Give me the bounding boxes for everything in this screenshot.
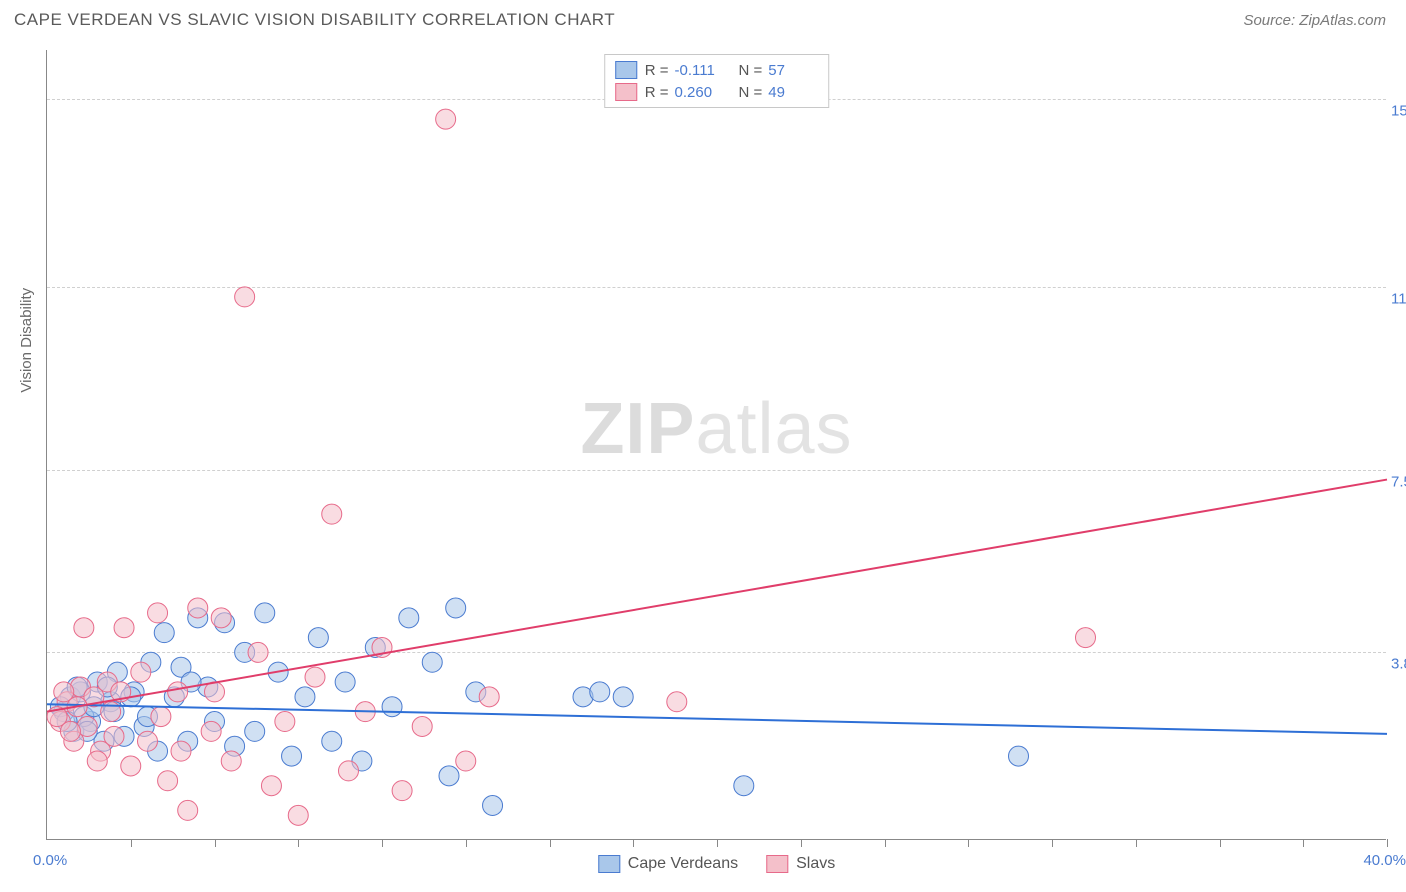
data-point — [288, 805, 308, 825]
data-point — [158, 771, 178, 791]
data-point — [138, 731, 158, 751]
data-point — [322, 731, 342, 751]
data-point — [221, 751, 241, 771]
y-tick-label: 3.8% — [1391, 656, 1406, 673]
legend-swatch — [598, 855, 620, 873]
x-axis-max-label: 40.0% — [1363, 852, 1406, 869]
x-tick — [550, 839, 551, 847]
x-tick — [801, 839, 802, 847]
data-point — [479, 687, 499, 707]
data-point — [87, 751, 107, 771]
chart-plot-area: ZIPatlas 3.8%7.5%11.2%15.0% R = -0.111 N… — [46, 50, 1386, 840]
data-point — [261, 776, 281, 796]
correlation-legend: R = -0.111 N = 57 R = 0.260 N = 49 — [604, 54, 830, 108]
x-tick — [1303, 839, 1304, 847]
data-point — [392, 781, 412, 801]
data-point — [412, 716, 432, 736]
data-point — [295, 687, 315, 707]
legend-swatch — [615, 83, 637, 101]
data-point — [308, 628, 328, 648]
data-point — [245, 721, 265, 741]
scatter-svg — [47, 50, 1386, 839]
data-point — [446, 598, 466, 618]
data-point — [335, 672, 355, 692]
data-point — [305, 667, 325, 687]
data-point — [456, 751, 476, 771]
legend-swatch — [615, 61, 637, 79]
x-tick — [215, 839, 216, 847]
x-tick — [298, 839, 299, 847]
data-point — [148, 603, 168, 623]
data-point — [282, 746, 302, 766]
data-point — [339, 761, 359, 781]
data-point — [154, 623, 174, 643]
x-tick — [717, 839, 718, 847]
data-point — [168, 682, 188, 702]
data-point — [382, 697, 402, 717]
x-tick — [131, 839, 132, 847]
legend-item: Cape Verdeans — [598, 855, 738, 873]
legend-label: Slavs — [796, 855, 835, 873]
x-tick — [633, 839, 634, 847]
chart-title: CAPE VERDEAN VS SLAVIC VISION DISABILITY… — [14, 10, 615, 30]
data-point — [131, 662, 151, 682]
data-point — [151, 707, 171, 727]
data-point — [255, 603, 275, 623]
data-point — [104, 726, 124, 746]
data-point — [590, 682, 610, 702]
data-point — [1009, 746, 1029, 766]
x-tick — [382, 839, 383, 847]
data-point — [235, 287, 255, 307]
data-point — [60, 721, 80, 741]
legend-label: Cape Verdeans — [628, 855, 738, 873]
data-point — [178, 800, 198, 820]
data-point — [201, 721, 221, 741]
x-tick — [466, 839, 467, 847]
data-point — [439, 766, 459, 786]
y-tick-label: 7.5% — [1391, 473, 1406, 490]
trend-line — [47, 480, 1387, 712]
data-point — [275, 712, 295, 732]
y-tick-label: 15.0% — [1391, 103, 1406, 120]
data-point — [114, 618, 134, 638]
data-point — [121, 756, 141, 776]
x-tick — [968, 839, 969, 847]
data-point — [483, 795, 503, 815]
legend-row: R = -0.111 N = 57 — [615, 59, 819, 81]
data-point — [188, 598, 208, 618]
data-point — [248, 642, 268, 662]
y-tick-label: 11.2% — [1391, 291, 1406, 308]
data-point — [1076, 628, 1096, 648]
x-axis-min-label: 0.0% — [33, 852, 67, 869]
data-point — [422, 652, 442, 672]
data-point — [171, 741, 191, 761]
data-point — [322, 504, 342, 524]
series-legend: Cape Verdeans Slavs — [598, 855, 835, 873]
data-point — [74, 618, 94, 638]
data-point — [205, 682, 225, 702]
x-tick — [1387, 839, 1388, 847]
data-point — [211, 608, 231, 628]
chart-header: CAPE VERDEAN VS SLAVIC VISION DISABILITY… — [0, 0, 1406, 36]
source-attribution: Source: ZipAtlas.com — [1243, 12, 1386, 29]
data-point — [667, 692, 687, 712]
legend-item: Slavs — [766, 855, 835, 873]
y-axis-title: Vision Disability — [18, 288, 35, 393]
legend-swatch — [766, 855, 788, 873]
x-tick — [1136, 839, 1137, 847]
x-tick — [885, 839, 886, 847]
x-tick — [1052, 839, 1053, 847]
data-point — [734, 776, 754, 796]
data-point — [436, 109, 456, 129]
data-point — [399, 608, 419, 628]
x-tick — [1220, 839, 1221, 847]
legend-row: R = 0.260 N = 49 — [615, 81, 819, 103]
data-point — [613, 687, 633, 707]
